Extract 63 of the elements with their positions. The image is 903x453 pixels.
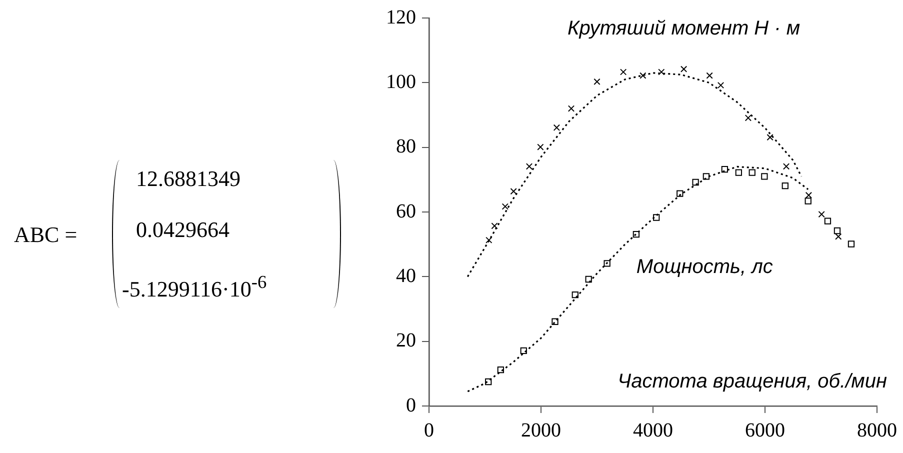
point <box>761 173 768 180</box>
point <box>717 82 724 89</box>
point <box>824 218 832 224</box>
point <box>782 163 790 170</box>
point <box>766 134 774 141</box>
point <box>620 68 627 76</box>
text: ABC = <box>14 222 78 248</box>
y-tick-label: 100 <box>386 70 416 93</box>
point <box>572 291 578 298</box>
y-tick-label: 20 <box>396 330 416 352</box>
point <box>640 72 646 79</box>
point <box>632 230 640 238</box>
y-tick-label: 0 <box>406 394 416 416</box>
y-tick-label: 80 <box>396 136 416 158</box>
point <box>497 366 504 374</box>
x-tick-label: 8000 <box>857 419 897 442</box>
line-series <box>466 166 809 392</box>
point <box>692 178 699 186</box>
x-axis-title: Частота вращения, об./мин <box>618 370 887 393</box>
x-tick-label: 0 <box>424 419 434 442</box>
point <box>653 214 660 221</box>
point <box>552 318 558 325</box>
point <box>520 347 527 354</box>
y-tick-label: 40 <box>396 264 416 287</box>
point <box>510 188 517 195</box>
point <box>676 190 684 197</box>
point <box>706 72 713 79</box>
text: 0.0429664 <box>136 217 230 243</box>
point <box>834 227 841 234</box>
point <box>848 240 855 248</box>
point <box>680 66 688 72</box>
text: -5.1299116·10$^{-6}$ <box>122 272 267 302</box>
point <box>735 169 742 176</box>
text: 12.6881349 <box>136 166 240 192</box>
y-tick-label: 60 <box>396 200 416 222</box>
point <box>805 192 812 199</box>
point <box>721 166 728 173</box>
point <box>818 210 825 218</box>
point <box>491 222 498 230</box>
point <box>486 236 492 244</box>
point <box>485 378 492 386</box>
point <box>804 198 812 204</box>
point <box>748 169 756 176</box>
point <box>782 182 788 190</box>
y-tick-label: 120 <box>386 6 416 28</box>
point <box>526 163 533 170</box>
line-series <box>466 72 802 278</box>
point <box>658 68 665 76</box>
x-tick-label: 4000 <box>633 419 673 442</box>
point <box>585 276 592 283</box>
series-label: Мощность, лс <box>636 256 773 278</box>
point <box>568 105 575 112</box>
point <box>604 260 610 267</box>
point <box>537 144 544 150</box>
point <box>594 78 600 86</box>
point <box>702 173 710 180</box>
point <box>502 203 508 210</box>
series-label: Крутяший момент Н · м <box>568 18 800 40</box>
point <box>553 124 560 131</box>
point <box>744 114 752 122</box>
point <box>835 233 842 240</box>
x-tick-label: 6000 <box>745 419 785 442</box>
x-tick-label: 2000 <box>521 419 561 442</box>
